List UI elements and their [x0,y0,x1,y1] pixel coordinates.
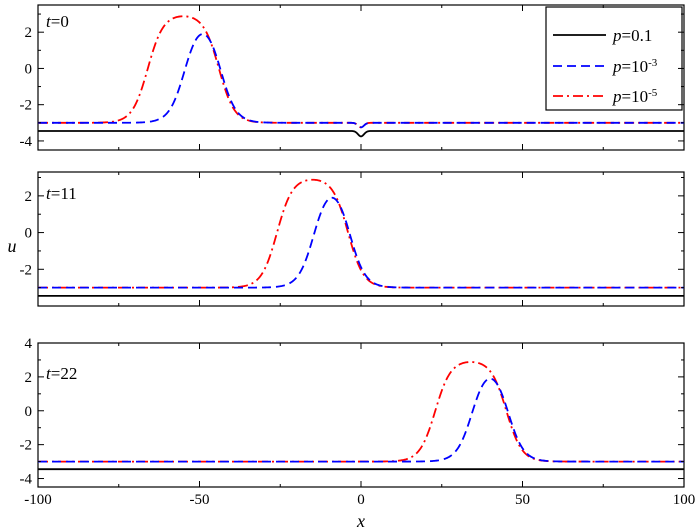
legend-eq: =10 [622,87,649,106]
panel-label: t=11 [46,184,77,203]
series-layer [38,178,684,297]
x-axis-label: x [356,511,365,530]
y-tick-label: -2 [20,438,33,454]
panel-label-var: t [46,364,52,383]
tick-layer: -4 -2 0 2 [20,5,685,150]
legend: p=0.1 p=10-3 p=10-5 [545,6,683,111]
tick-layer: -2 0 2 [20,172,685,307]
panel-label-var: t [46,12,52,31]
legend-exp: -3 [648,57,658,69]
x-tick-label: 0 [357,492,365,508]
legend-var: p [612,26,622,45]
y-tick-label: -4 [20,472,33,488]
y-tick-label: -2 [20,262,33,278]
legend-eq: =0.1 [622,26,653,45]
tick-layer: -4 -2 0 2 4 -100 -50 0 50 100 [20,336,696,508]
series-line-p5 [38,178,684,289]
y-tick-label: 2 [25,370,33,386]
series-line-p5 [38,15,684,129]
y-tick-label: 0 [25,404,33,420]
legend-label: p=10-3 [612,57,658,76]
series-line-p5 [38,361,684,463]
legend-label: p=10-5 [612,87,658,106]
legend-eq: =10 [622,57,649,76]
series-line-p3 [38,196,684,289]
series-layer [38,361,684,471]
panel-label-eq: =0 [51,12,69,31]
y-tick-label: 0 [25,226,33,242]
y-tick-label: 2 [25,189,33,205]
y-tick-label: 2 [25,25,33,41]
x-tick-label: -100 [24,492,52,508]
legend-label: p=0.1 [612,26,652,45]
x-tick-label: 100 [673,492,696,508]
legend-var: p [612,87,622,106]
series-line-p3 [38,33,684,129]
legend-var: p [612,57,622,76]
legend-entry-p1e-5: p=10-5 [553,87,658,106]
y-tick-label: -4 [20,134,33,150]
y-tick-label: -2 [20,98,33,114]
legend-entry-p1e-3: p=10-3 [553,57,658,76]
panel-label-var: t [46,184,52,203]
series-line-p1 [38,130,684,138]
panel-t22: -4 -2 0 2 4 -100 -50 0 50 100 t=22 [20,336,696,508]
panel-label: t=0 [46,12,69,31]
panel-t11: -2 0 2 t=11 [20,171,685,307]
panel-label-eq: =11 [51,184,77,203]
series-layer [38,15,684,138]
series-line-p3 [38,377,684,463]
panel-frame [37,171,685,307]
legend-exp: -5 [648,87,658,99]
x-tick-label: -50 [190,492,210,508]
y-axis-label: u [8,236,17,256]
panel-frame [37,342,685,488]
y-tick-label: 0 [25,61,33,77]
panel-t0: -4 -2 0 2 t=0 [20,4,685,151]
legend-entry-p0.1: p=0.1 [553,26,652,45]
y-tick-label: 4 [25,336,33,352]
x-tick-label: 50 [515,492,530,508]
panel-label-eq: =22 [51,364,78,383]
legend-box [545,6,683,111]
panel-label: t=22 [46,364,77,383]
